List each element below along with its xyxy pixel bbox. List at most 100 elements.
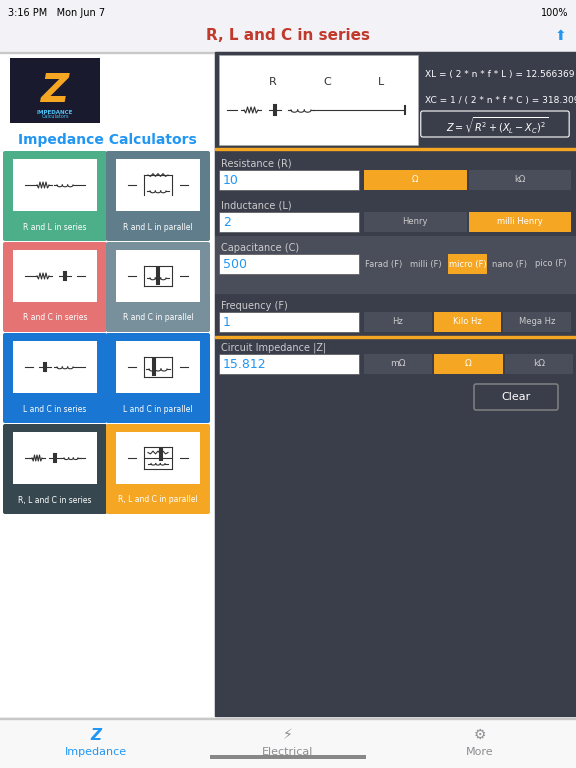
Text: Calculators: Calculators: [41, 114, 69, 120]
Text: ⬆: ⬆: [554, 29, 566, 43]
Text: 100%: 100%: [540, 8, 568, 18]
Bar: [13, 159, 97, 211]
Text: ⚡: ⚡: [283, 728, 293, 742]
Text: 2: 2: [223, 216, 231, 229]
Bar: [364, 254, 404, 274]
Text: R, L and C in parallel: R, L and C in parallel: [118, 495, 198, 505]
Text: R and C in parallel: R and C in parallel: [123, 313, 194, 323]
Text: Clear: Clear: [501, 392, 530, 402]
Text: mΩ: mΩ: [391, 359, 406, 369]
Text: Impedance: Impedance: [65, 747, 127, 757]
FancyBboxPatch shape: [421, 111, 569, 137]
Text: Impedance Calculators: Impedance Calculators: [18, 133, 196, 147]
Text: kΩ: kΩ: [533, 359, 545, 369]
Bar: [219, 212, 359, 232]
Text: Ω: Ω: [412, 176, 418, 184]
Bar: [0, 0, 576, 20]
FancyBboxPatch shape: [474, 384, 558, 410]
Text: L: L: [378, 77, 385, 87]
Text: XL = ( 2 * n * f * L ) = 12.566369 Ω: XL = ( 2 * n * f * L ) = 12.566369 Ω: [425, 71, 576, 80]
Text: Mega Hz: Mega Hz: [519, 317, 555, 326]
Text: R and C in series: R and C in series: [22, 313, 87, 323]
Bar: [434, 312, 501, 332]
Text: 15.812: 15.812: [223, 357, 267, 370]
Text: R and L in series: R and L in series: [23, 223, 87, 231]
Text: micro (F): micro (F): [449, 260, 486, 269]
Bar: [0, 20, 576, 52]
FancyBboxPatch shape: [3, 333, 107, 423]
Text: XC = 1 / ( 2 * n * f * C ) = 318.30994 mΩ: XC = 1 / ( 2 * n * f * C ) = 318.30994 m…: [425, 95, 576, 104]
Bar: [364, 170, 467, 190]
Bar: [219, 312, 359, 332]
Text: L and C in parallel: L and C in parallel: [123, 405, 193, 413]
Text: More: More: [466, 747, 494, 757]
Bar: [215, 336, 576, 337]
Bar: [364, 312, 431, 332]
Bar: [219, 254, 359, 274]
Text: Z: Z: [41, 72, 69, 110]
Bar: [505, 354, 573, 374]
Bar: [116, 341, 200, 393]
Text: R, L and C in series: R, L and C in series: [206, 28, 370, 44]
Text: IMPEDANCE: IMPEDANCE: [37, 110, 73, 114]
Text: Ω: Ω: [465, 359, 472, 369]
FancyBboxPatch shape: [106, 424, 210, 514]
FancyBboxPatch shape: [3, 242, 107, 332]
Bar: [215, 294, 576, 336]
Bar: [210, 755, 366, 759]
FancyBboxPatch shape: [106, 242, 210, 332]
Bar: [219, 354, 359, 374]
Bar: [215, 338, 576, 380]
Text: R and L in parallel: R and L in parallel: [123, 223, 193, 231]
Bar: [468, 212, 571, 232]
Text: milli Henry: milli Henry: [497, 217, 543, 227]
Text: Henry: Henry: [403, 217, 428, 227]
Text: Farad (F): Farad (F): [365, 260, 403, 269]
Text: milli (F): milli (F): [410, 260, 442, 269]
Bar: [448, 254, 487, 274]
Bar: [116, 432, 200, 484]
Text: ⚙: ⚙: [473, 728, 486, 742]
Bar: [531, 254, 571, 274]
Bar: [13, 432, 97, 484]
Bar: [215, 148, 576, 150]
Bar: [468, 170, 571, 190]
FancyBboxPatch shape: [106, 333, 210, 423]
Bar: [0, 52, 213, 716]
Text: Circuit Impedance |Z|: Circuit Impedance |Z|: [221, 343, 326, 353]
Text: 10: 10: [223, 174, 239, 187]
Bar: [215, 236, 576, 294]
Text: Electrical: Electrical: [262, 747, 314, 757]
FancyBboxPatch shape: [106, 151, 210, 241]
Text: R, L and C in series: R, L and C in series: [18, 495, 92, 505]
Bar: [116, 250, 200, 302]
Text: Capacitance (C): Capacitance (C): [221, 243, 299, 253]
Text: kΩ: kΩ: [514, 176, 525, 184]
Bar: [13, 341, 97, 393]
Text: Frequency (F): Frequency (F): [221, 301, 288, 311]
Text: Kilo Hz: Kilo Hz: [453, 317, 482, 326]
Text: 500: 500: [223, 257, 247, 270]
Bar: [503, 312, 571, 332]
Text: nano (F): nano (F): [492, 260, 527, 269]
Bar: [406, 254, 446, 274]
Text: $Z = \sqrt{R^2 + (X_L - X_C)^2}$: $Z = \sqrt{R^2 + (X_L - X_C)^2}$: [446, 115, 548, 135]
Text: Z: Z: [90, 727, 101, 743]
Text: R: R: [269, 77, 277, 87]
Bar: [215, 52, 576, 716]
Bar: [364, 354, 433, 374]
Text: 1: 1: [223, 316, 231, 329]
Bar: [0, 718, 576, 768]
Text: L and C in series: L and C in series: [23, 405, 86, 413]
Bar: [490, 254, 529, 274]
Bar: [215, 152, 576, 194]
Bar: [364, 212, 467, 232]
Bar: [10, 58, 100, 123]
Bar: [116, 159, 200, 211]
Bar: [13, 250, 97, 302]
Bar: [215, 194, 576, 236]
FancyBboxPatch shape: [3, 424, 107, 514]
FancyBboxPatch shape: [3, 151, 107, 241]
Text: 3:16 PM   Mon Jun 7: 3:16 PM Mon Jun 7: [8, 8, 105, 18]
Text: Hz: Hz: [392, 317, 403, 326]
